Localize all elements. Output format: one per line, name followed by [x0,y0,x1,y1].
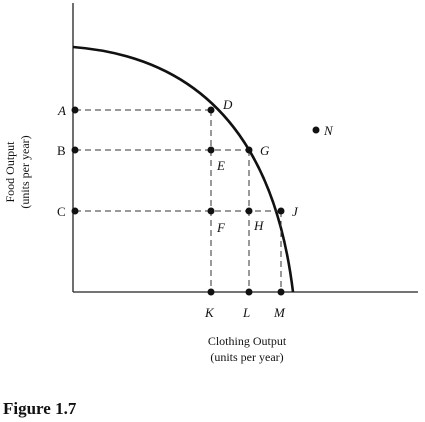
label-c: C [57,204,66,219]
label-g: G [260,143,270,158]
label-b: B [57,143,66,158]
label-j: J [292,204,299,219]
point-l [245,288,253,296]
label-l: L [242,305,250,320]
point-b [71,146,79,154]
y-axis-title: Food Output [3,141,17,203]
point-f [207,207,215,215]
label-f: F [216,220,226,235]
point-g [245,146,253,154]
point-n [312,126,320,134]
label-h: H [253,218,264,233]
point-k [207,288,215,296]
point-a [71,106,79,114]
point-c [71,207,79,215]
ppf-curve [72,45,295,293]
label-d: D [222,97,233,112]
label-n: N [323,123,334,138]
figure-caption: Figure 1.7 [3,399,77,418]
label-a: A [57,103,66,118]
point-e [207,146,215,154]
x-axis-units: (units per year) [210,350,283,364]
point-j [277,207,285,215]
point-h [245,207,253,215]
label-m: M [273,305,286,320]
point-d [207,106,215,114]
label-e: E [216,158,225,173]
y-axis-units: (units per year) [18,135,32,208]
label-k: K [204,305,215,320]
x-axis-title: Clothing Output [208,334,287,348]
point-m [277,288,285,296]
